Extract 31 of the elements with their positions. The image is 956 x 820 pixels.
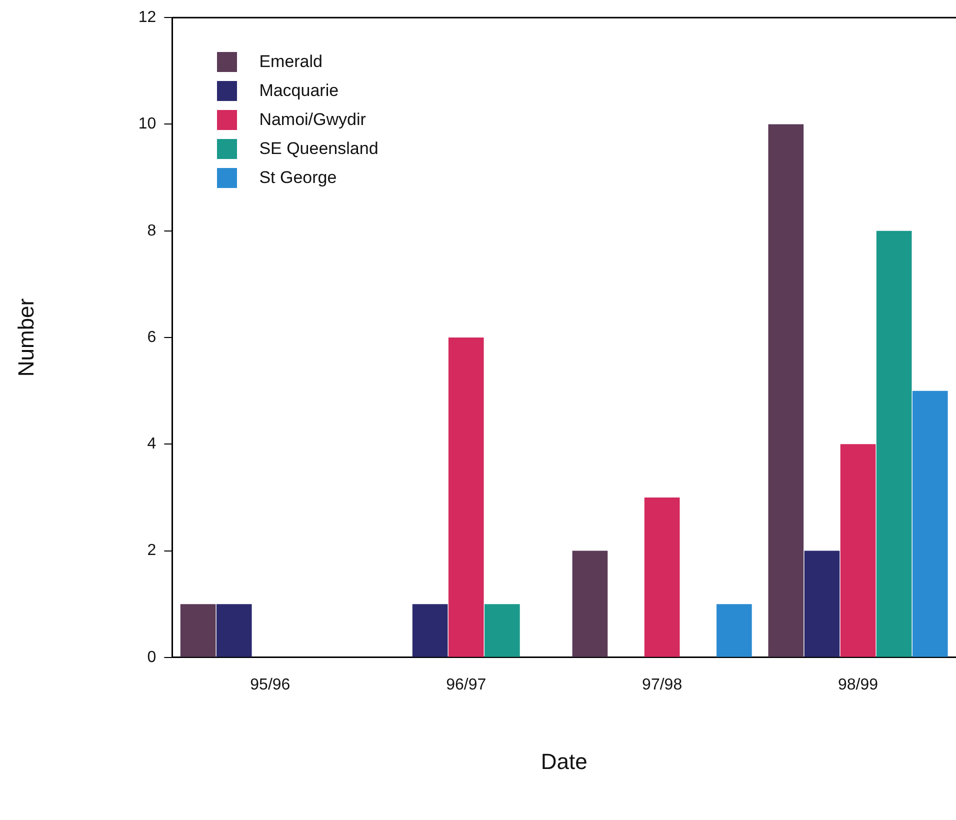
legend-label: SE Queensland — [259, 139, 378, 160]
y-tick-label: 6 — [147, 328, 156, 346]
bar — [412, 604, 448, 657]
x-tick-label: 96/97 — [446, 676, 486, 694]
bar — [484, 604, 520, 657]
x-tick-label: 97/98 — [642, 676, 682, 694]
legend-label: St George — [259, 168, 337, 188]
bar — [180, 604, 216, 657]
y-tick-label: 4 — [147, 436, 156, 453]
y-tick-label: 10 — [138, 116, 156, 133]
x-axis-title: Date — [540, 748, 588, 774]
legend-label: Macquarie — [259, 81, 339, 102]
bar — [876, 230, 912, 657]
y-tick-label: 0 — [147, 648, 156, 666]
y-tick-label: 2 — [147, 542, 156, 560]
x-tick-label: 95/96 — [250, 676, 290, 694]
bar — [716, 604, 752, 657]
legend-label: Emerald — [259, 52, 322, 72]
y-tick-label: 12 — [138, 9, 156, 26]
bar — [840, 444, 876, 657]
bar — [644, 497, 680, 657]
bar — [768, 124, 804, 657]
bar — [448, 338, 484, 657]
bar — [912, 390, 948, 657]
bar — [572, 550, 608, 657]
bar — [216, 604, 252, 657]
y-tick-label: 8 — [147, 222, 156, 240]
x-tick-label: 98/99 — [838, 676, 878, 694]
bar — [804, 550, 840, 657]
y-axis-title: Number — [13, 298, 38, 377]
legend-label: Namoi/Gwydir — [259, 110, 366, 130]
